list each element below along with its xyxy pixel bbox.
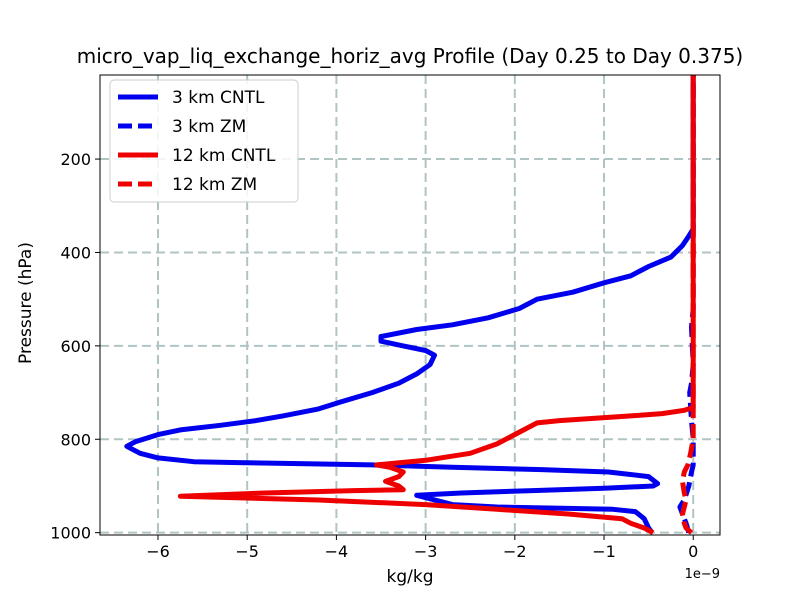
legend-frame (109, 79, 299, 203)
x-tick-label: −5 (235, 542, 259, 561)
legend: 3 km CNTL 3 km ZM 12 km CNTL 12 km ZM (109, 79, 299, 203)
series-layer (124, 75, 696, 535)
y-axis-label: Pressure (hPa) (16, 242, 36, 364)
chart-title: micro_vap_liq_exchange_horiz_avg Profile… (77, 44, 743, 68)
legend-label-12km-cntl: 12 km CNTL (172, 146, 276, 166)
y-tick-label: 1000 (50, 524, 91, 543)
x-axis-offset-label: 1e−9 (685, 567, 720, 582)
y-axis: 200 400 600 800 1000 (50, 150, 100, 543)
series-line-12-km-cntl (177, 75, 696, 535)
x-tick-label: −2 (503, 542, 527, 561)
plot-frame (99, 74, 721, 536)
legend-label-12km-zm: 12 km ZM (172, 175, 257, 195)
x-axis-label: kg/kg (387, 567, 434, 587)
x-tick-label: −6 (146, 542, 170, 561)
x-axis: −6 −5 −4 −3 −2 −1 0 (146, 535, 698, 561)
legend-label-3km-cntl: 3 km CNTL (172, 88, 265, 108)
x-tick-label: −3 (414, 542, 438, 561)
x-tick-label: 0 (688, 542, 698, 561)
y-tick-label: 600 (60, 337, 91, 356)
x-tick-label: −4 (325, 542, 349, 561)
x-tick-label: −1 (592, 542, 616, 561)
y-tick-label: 400 (60, 243, 91, 262)
series-line-3-km-cntl (124, 75, 696, 535)
y-tick-label: 200 (60, 150, 91, 169)
legend-label-3km-zm: 3 km ZM (172, 117, 246, 137)
y-tick-label: 800 (60, 430, 91, 449)
